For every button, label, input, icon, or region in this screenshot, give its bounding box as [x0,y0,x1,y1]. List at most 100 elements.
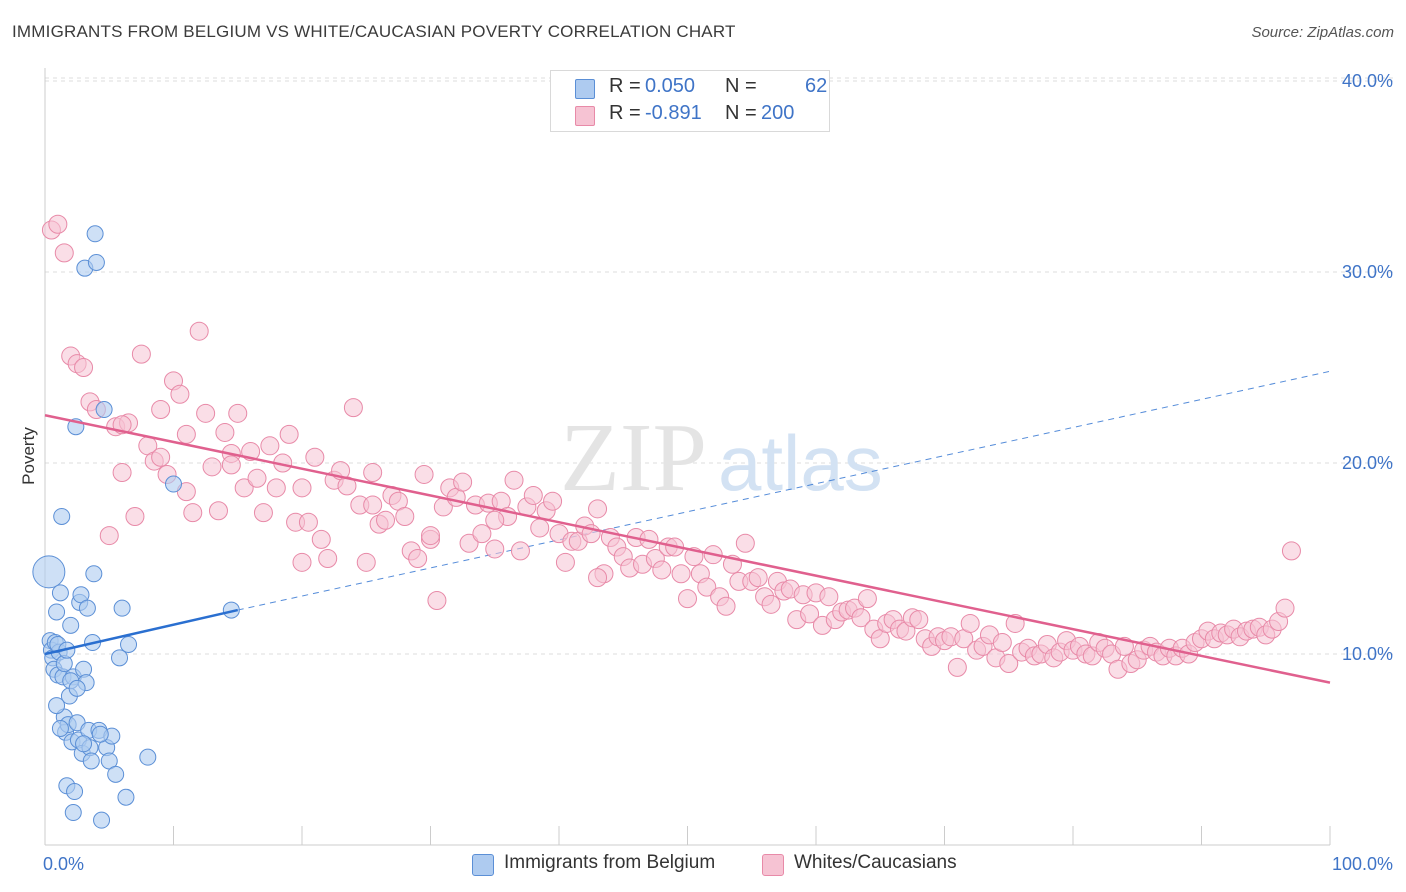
point-whites [298,512,318,532]
x-tick-label: 100.0% [1332,854,1393,874]
point-whites [999,654,1019,674]
axes [44,68,1331,846]
point-whites [761,594,781,614]
point-belgium [82,752,100,770]
watermark-atlas: atlas [718,419,883,507]
point-whites [131,344,151,364]
point-whites [356,552,376,572]
point-whites [588,499,608,519]
point-whites [208,501,228,521]
point-belgium [91,725,109,743]
point-whites [228,403,248,423]
point-whites [1275,598,1295,618]
point-whites [485,510,505,530]
y-tick-label: 10.0% [1342,644,1393,664]
point-whites [266,478,286,498]
point-whites [151,400,171,420]
point-belgium [53,507,71,525]
point-belgium [48,603,66,621]
grid-lines [45,77,1395,655]
series-whites-points [41,214,1301,679]
point-whites [427,591,447,611]
point-belgium [87,253,105,271]
point-whites [414,464,434,484]
legend-r-value: 0.050 [645,75,696,97]
legend: R = 0.050 N = 62 R = -0.891 N = 200 [550,70,830,132]
point-belgium [93,811,111,829]
tick-labels: 10.0% 20.0% 30.0% 40.0% 0.0% 100.0% [43,71,1393,874]
point-whites [253,503,273,523]
point-whites [485,539,505,559]
point-whites [652,560,672,580]
point-belgium [120,635,138,653]
point-belgium [51,584,69,602]
point-whites [189,321,209,341]
bottom-legend-swatch-blue [472,854,494,876]
point-whites [292,552,312,572]
legend-n-value: 200 [761,102,795,124]
point-whites [395,506,415,526]
point-whites [530,518,550,538]
point-whites [735,533,755,553]
point-belgium [64,804,82,822]
point-whites [151,447,171,467]
point-whites [678,589,697,609]
point-whites [748,568,768,588]
point-whites [716,596,736,616]
point-whites [408,549,428,568]
point-whites [176,424,196,444]
legend-r-value: -0.891 [645,102,702,124]
point-whites [472,524,492,544]
point-belgium [62,616,80,634]
point-whites [588,568,608,588]
point-whites [170,384,190,404]
x-tick-label: 0.0% [43,854,84,874]
point-belgium [85,565,103,583]
point-whites [543,491,563,511]
y-axis-label: Poverty [19,427,38,485]
point-whites [74,358,94,377]
trend-line-belgium [44,608,239,656]
point-whites [523,485,543,505]
point-whites [125,506,145,526]
trend-lines [44,414,1331,684]
point-whites [857,589,877,609]
point-belgium [95,401,113,419]
point-belgium [86,225,104,243]
point-belgium [111,649,129,667]
point-whites [800,604,820,624]
point-whites [318,549,338,568]
point-whites [376,510,396,530]
point-whites [851,608,871,628]
point-whites [909,610,929,630]
point-whites [992,633,1012,653]
point-belgium [48,697,66,715]
legend-swatch-blue [575,79,595,99]
y-tick-label: 20.0% [1342,453,1393,473]
point-whites [1281,541,1301,561]
point-whites [819,587,839,607]
point-belgium [165,475,182,493]
point-whites [459,533,479,553]
point-belgium [32,555,66,589]
bottom-legend-swatch-pink [762,854,784,876]
point-whites [48,214,68,234]
source-credit: Source: ZipAtlas.com [1251,24,1394,41]
point-whites [947,657,967,677]
point-whites [279,424,299,444]
point-whites [260,436,280,456]
point-whites [292,478,312,498]
y-tick-label: 40.0% [1342,71,1393,91]
point-whites [960,613,980,633]
point-whites [247,468,267,488]
chart-title: IMMIGRANTS FROM BELGIUM VS WHITE/CAUCASI… [12,22,736,41]
point-belgium [68,679,86,697]
legend-n-label: N = [725,75,757,97]
point-belgium [51,719,69,737]
point-whites [504,470,524,490]
point-belgium [107,765,125,783]
point-whites [54,243,74,263]
bottom-legend-label-whites: Whites/Caucasians [794,852,957,873]
point-whites [453,472,473,492]
point-belgium [117,788,135,806]
